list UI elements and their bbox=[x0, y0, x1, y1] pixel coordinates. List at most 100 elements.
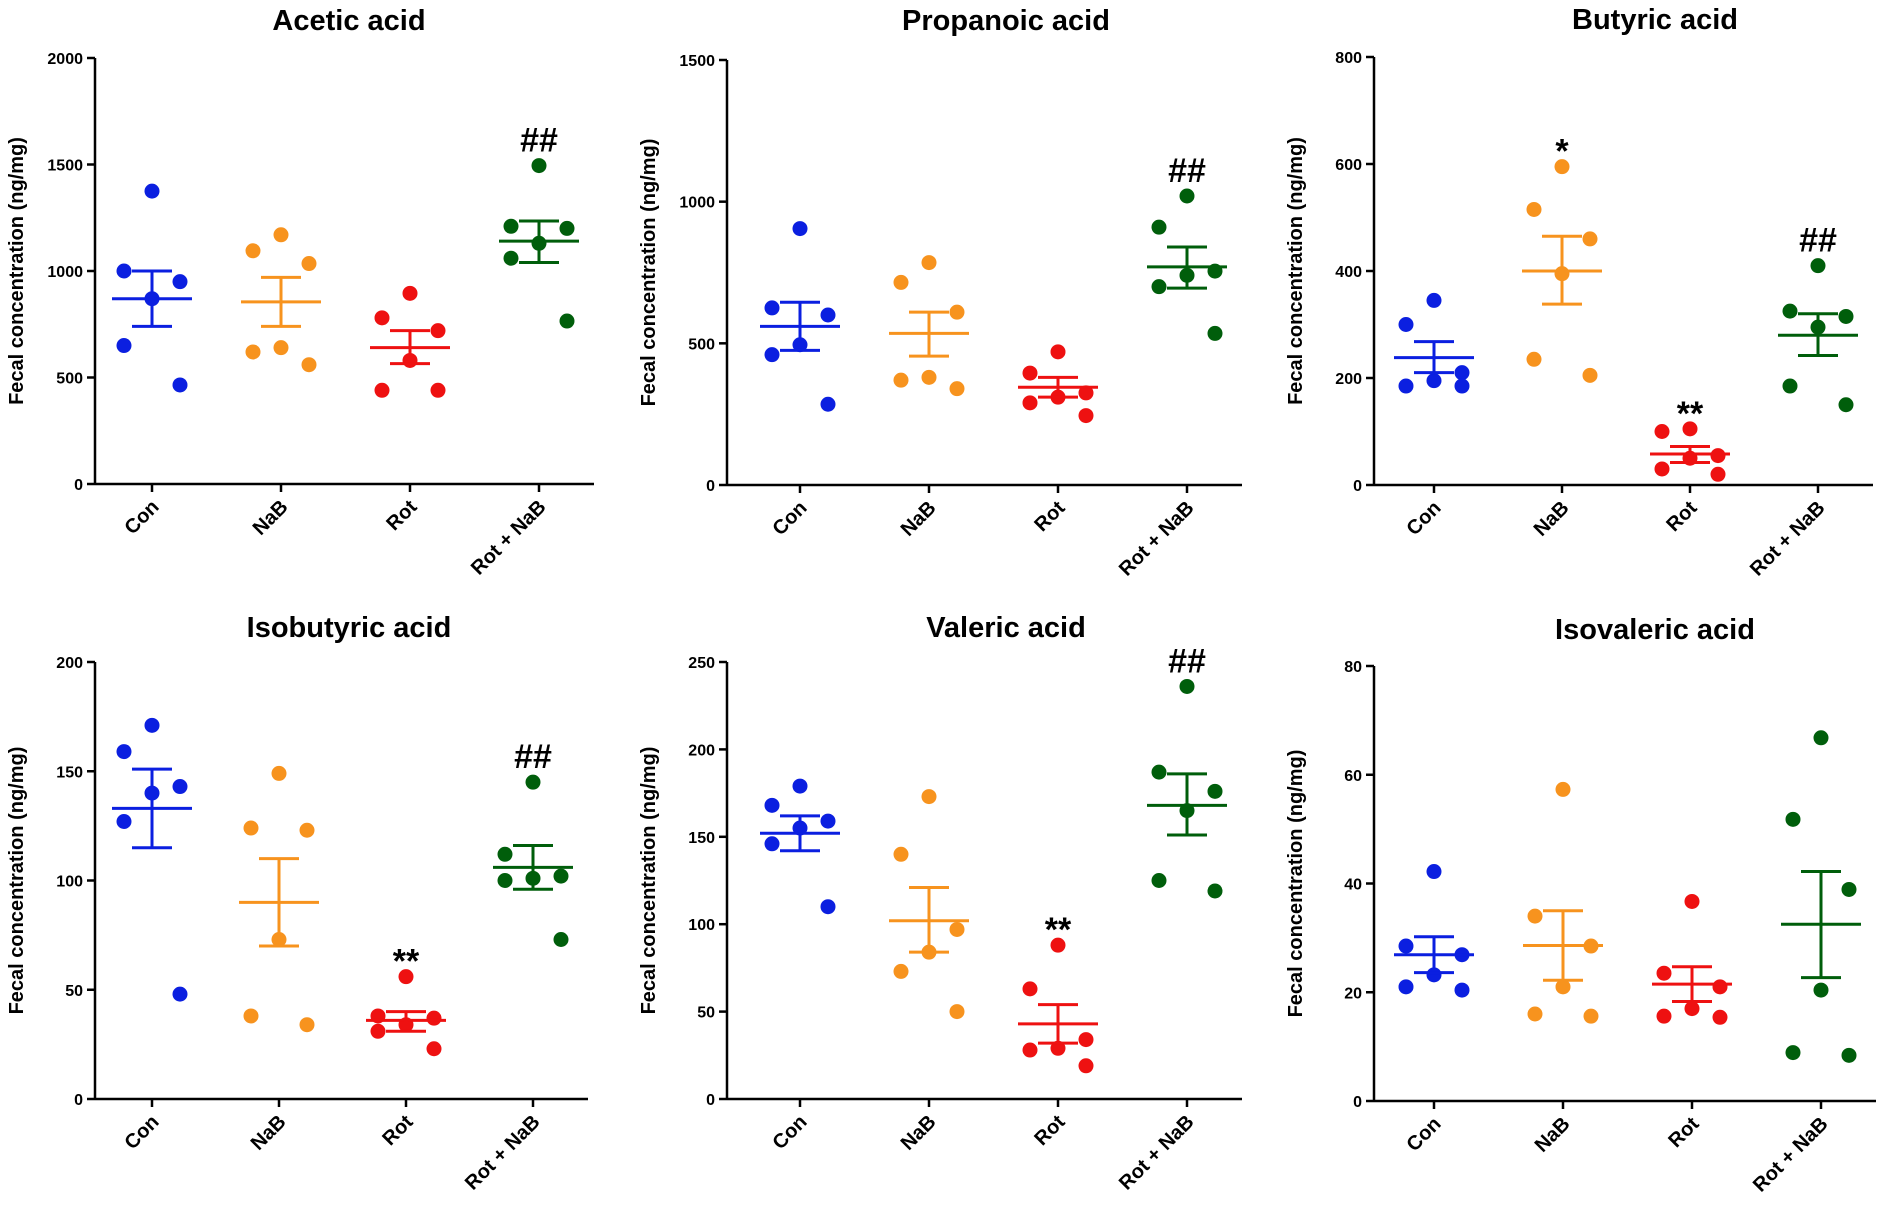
data-point bbox=[172, 274, 188, 290]
chart-title: Isovaleric acid bbox=[1555, 614, 1755, 646]
data-point bbox=[1554, 159, 1570, 175]
data-point bbox=[921, 255, 937, 271]
data-point bbox=[1654, 461, 1670, 477]
data-point bbox=[559, 220, 575, 236]
data-point bbox=[1656, 965, 1672, 981]
x-tick-label: NaB bbox=[897, 1111, 941, 1155]
data-point bbox=[426, 1041, 442, 1057]
data-point bbox=[559, 313, 575, 329]
y-tick-label: 600 bbox=[1335, 157, 1362, 174]
data-point bbox=[893, 274, 909, 290]
data-point bbox=[764, 797, 780, 813]
data-point bbox=[1712, 979, 1728, 995]
data-point bbox=[1782, 378, 1798, 394]
y-tick-label: 200 bbox=[56, 655, 83, 672]
y-tick-label: 50 bbox=[65, 983, 83, 1000]
x-tick-label: Rot + NaB bbox=[467, 496, 551, 580]
data-point bbox=[1454, 365, 1470, 381]
data-point bbox=[820, 396, 836, 412]
data-point bbox=[503, 250, 519, 266]
data-point bbox=[245, 344, 261, 360]
data-point bbox=[426, 1010, 442, 1026]
data-point bbox=[370, 1023, 386, 1039]
data-point bbox=[1426, 967, 1442, 983]
x-tick-label: Rot + NaB bbox=[1749, 1113, 1833, 1197]
data-point bbox=[1078, 408, 1094, 424]
data-point bbox=[820, 307, 836, 323]
y-axis-label: Fecal concentration (ng/mg) bbox=[6, 747, 28, 1015]
y-tick-label: 500 bbox=[56, 371, 83, 388]
y-tick-label: 50 bbox=[697, 1005, 715, 1022]
data-point bbox=[1022, 1042, 1038, 1058]
y-tick-label: 1500 bbox=[47, 158, 83, 175]
data-point bbox=[1785, 811, 1801, 827]
data-point bbox=[374, 310, 390, 326]
data-point bbox=[1555, 781, 1571, 797]
significance-annotation: * bbox=[1555, 133, 1569, 171]
panel-3: Butyric acid Fecal concentration (ng/mg) 0… bbox=[1285, 4, 1873, 581]
data-point bbox=[1785, 1045, 1801, 1061]
data-point bbox=[299, 822, 315, 838]
data-point bbox=[1841, 881, 1857, 897]
significance-annotation: ## bbox=[1168, 152, 1206, 190]
y-tick-label: 250 bbox=[688, 655, 715, 672]
y-tick-label: 2000 bbox=[47, 51, 83, 68]
data-point bbox=[949, 381, 965, 397]
y-tick-label: 150 bbox=[688, 830, 715, 847]
data-point bbox=[402, 285, 418, 301]
y-tick-label: 200 bbox=[688, 742, 715, 759]
data-point bbox=[949, 921, 965, 937]
data-point bbox=[1398, 378, 1414, 394]
data-point bbox=[1526, 201, 1542, 217]
data-point bbox=[144, 183, 160, 199]
data-point bbox=[1426, 864, 1442, 880]
data-point bbox=[1398, 317, 1414, 332]
significance-annotation: ## bbox=[520, 122, 558, 160]
data-point bbox=[301, 256, 317, 272]
panel-6: Isovaleric acid Fecal concentration (ng/m… bbox=[1285, 614, 1876, 1197]
data-point bbox=[172, 779, 188, 795]
data-point bbox=[1654, 424, 1670, 439]
data-point bbox=[1684, 1001, 1700, 1017]
data-point bbox=[1078, 1058, 1094, 1074]
y-tick-label: 0 bbox=[706, 478, 715, 495]
data-point bbox=[792, 221, 808, 237]
data-point bbox=[764, 836, 780, 852]
panel-5: Valeric acid Fecal concentration (ng/mg) 0… bbox=[638, 612, 1242, 1195]
data-point bbox=[497, 873, 513, 888]
x-tick-label: Rot + NaB bbox=[1746, 497, 1830, 581]
data-point bbox=[172, 377, 188, 393]
x-tick-label: NaB bbox=[897, 497, 941, 541]
data-point bbox=[1527, 908, 1543, 924]
data-point bbox=[273, 227, 289, 243]
data-point bbox=[273, 340, 289, 356]
data-point bbox=[1838, 397, 1854, 413]
data-point bbox=[1782, 303, 1798, 319]
data-point bbox=[1426, 373, 1442, 389]
y-axis-label: Fecal concentration (ng/mg) bbox=[638, 747, 660, 1015]
chart-title: Acetic acid bbox=[272, 5, 425, 37]
data-point bbox=[1207, 783, 1223, 799]
x-tick-label: Con bbox=[1402, 1113, 1445, 1156]
data-point bbox=[1151, 219, 1167, 235]
data-point bbox=[1050, 937, 1066, 953]
y-tick-label: 0 bbox=[74, 477, 83, 494]
chart-title: Valeric acid bbox=[926, 612, 1086, 644]
x-tick-label: Rot + NaB bbox=[1115, 1111, 1199, 1195]
panel-1: Acetic acid Fecal concentration (ng/mg) 0 5… bbox=[6, 5, 594, 580]
x-tick-label: Con bbox=[1402, 497, 1445, 540]
data-point bbox=[1050, 344, 1066, 360]
y-axis-label: Fecal concentration (ng/mg) bbox=[1285, 750, 1307, 1018]
data-point bbox=[116, 263, 132, 279]
y-tick-label: 0 bbox=[706, 1092, 715, 1109]
data-point bbox=[243, 820, 259, 836]
data-point bbox=[893, 372, 909, 388]
data-point bbox=[497, 846, 513, 862]
y-tick-label: 0 bbox=[74, 1092, 83, 1109]
data-point bbox=[1555, 979, 1571, 995]
y-tick-label: 0 bbox=[1353, 1094, 1362, 1111]
data-point bbox=[525, 774, 541, 790]
data-point bbox=[921, 789, 937, 805]
y-axis-label: Fecal concentration (ng/mg) bbox=[1285, 137, 1307, 405]
